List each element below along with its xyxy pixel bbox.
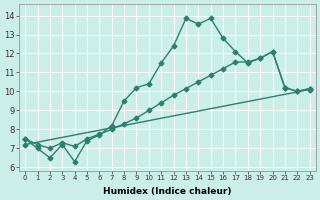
X-axis label: Humidex (Indice chaleur): Humidex (Indice chaleur) bbox=[103, 187, 232, 196]
